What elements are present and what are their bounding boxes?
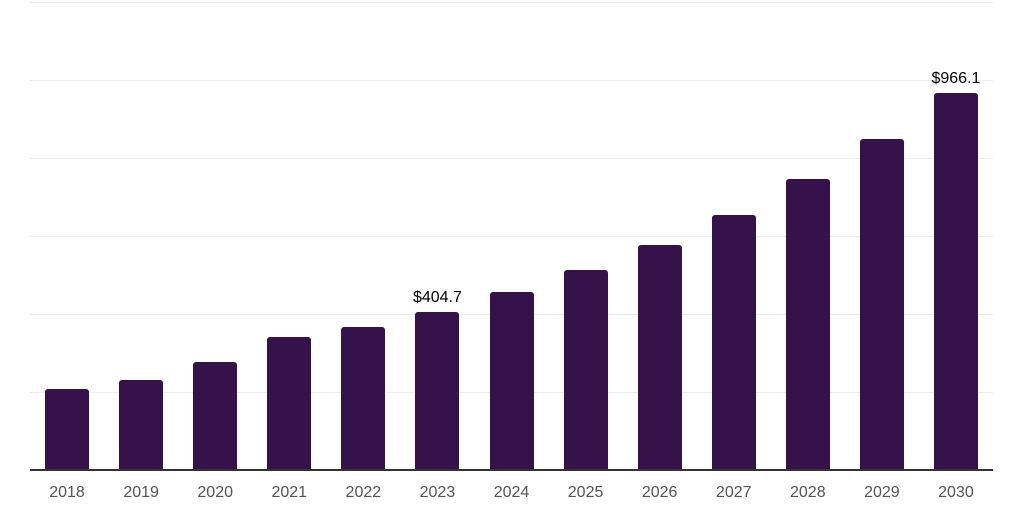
bar-2023[interactable]	[415, 312, 460, 470]
x-tick-label-2022: 2022	[345, 484, 382, 501]
bar-2030[interactable]	[933, 93, 978, 470]
x-axis-line	[30, 469, 993, 471]
plot-area: $404.7 $966.1	[30, 2, 993, 471]
x-tick-label-2024: 2024	[493, 484, 530, 501]
x-tick-label-2023: 2023	[419, 484, 456, 501]
x-tick-label-2028: 2028	[790, 484, 826, 501]
x-tick-label-2018: 2018	[49, 484, 85, 501]
bar-2029[interactable]	[859, 139, 904, 470]
gridline	[30, 80, 993, 81]
x-tick-label-2021: 2021	[271, 484, 308, 501]
bar-2021[interactable]	[267, 337, 312, 470]
x-tick-label-2027: 2027	[715, 484, 752, 501]
x-tick-label-2020: 2020	[197, 484, 233, 501]
bar-2024[interactable]	[489, 292, 534, 470]
bar-2028[interactable]	[785, 179, 830, 470]
gridline	[30, 236, 993, 237]
bar-2027[interactable]	[711, 214, 756, 470]
bar-2025[interactable]	[563, 270, 608, 470]
x-tick-label-2030: 2030	[938, 484, 974, 501]
bar-2019[interactable]	[119, 379, 164, 470]
value-label-2023: $404.7	[412, 289, 462, 307]
gridline	[30, 158, 993, 159]
bar-2022[interactable]	[341, 327, 386, 470]
x-tick-label-2025: 2025	[567, 484, 604, 501]
x-tick-label-2019: 2019	[123, 484, 159, 501]
x-tick-label-2026: 2026	[641, 484, 678, 501]
value-label-2030: $966.1	[931, 70, 981, 88]
gridline	[30, 2, 993, 3]
bar-2026[interactable]	[637, 244, 682, 470]
bar-2018[interactable]	[45, 388, 90, 470]
bar-2020[interactable]	[193, 361, 238, 470]
x-tick-label-2029: 2029	[864, 484, 900, 501]
